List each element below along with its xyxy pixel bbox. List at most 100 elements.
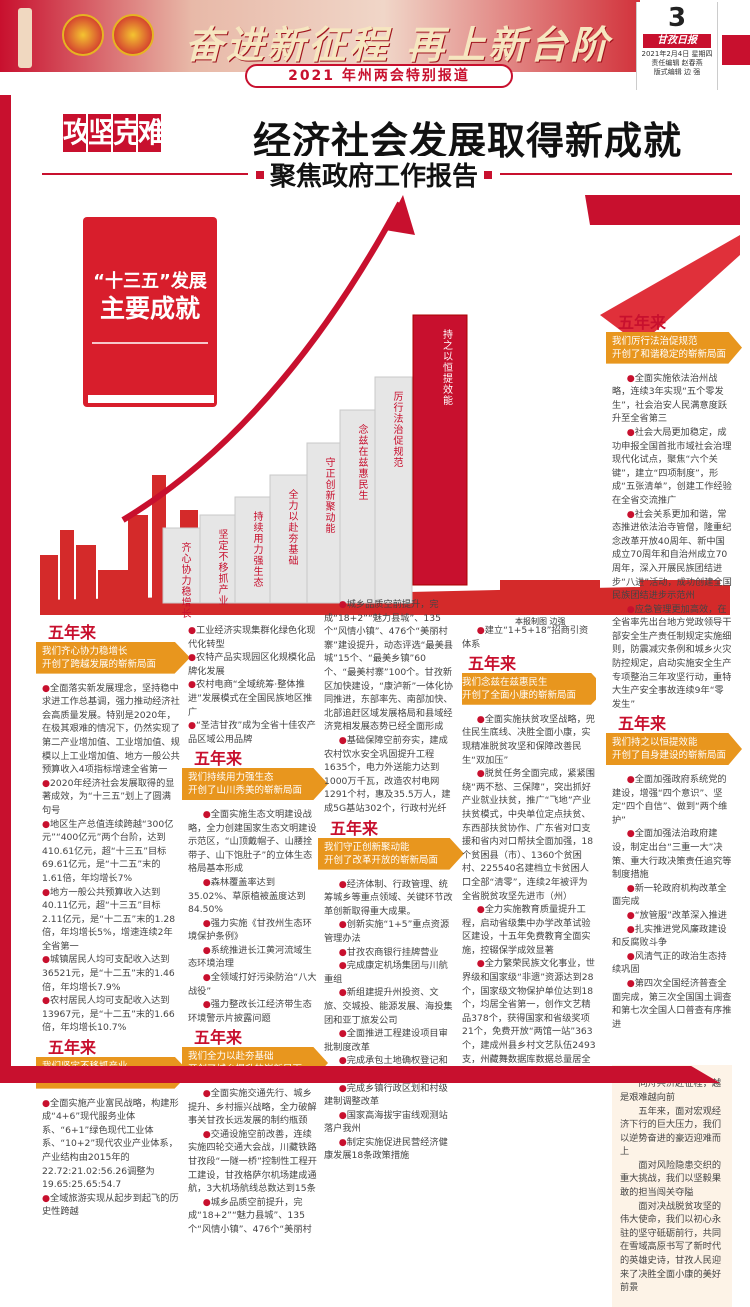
bullet-text: “圣洁甘孜”成为全省十佳农产品区域公用品牌 (188, 720, 316, 745)
bullet-dot-icon: ● (626, 426, 635, 438)
bullet-text: 全面加强法治政府建设，制定出台“三重一大”决策、重大行政决策责任追究等制度措施 (612, 828, 732, 881)
bullet-dot-icon: ● (476, 625, 485, 636)
bullet-item: ●地方一般公共预算收入达到40.11亿元，超“十三五”目标2.11亿元，是“十二… (42, 886, 180, 954)
book-title-line2: 主要成就 (100, 294, 200, 323)
bullet-text: 城镇居民人均可支配收入达到36521元，是“十二五”末的1.46倍，年均增长7.… (42, 954, 175, 993)
achievement-step-label: 全力以赴夯基础 (286, 488, 298, 566)
bullet-text: “放管服”改革深入推进 (634, 909, 727, 921)
bullet-dot-icon: ● (42, 995, 51, 1007)
bullet-text: 创新实施“1+5”重点资源管理办法 (324, 919, 450, 944)
bullet-dot-icon: ● (338, 1109, 347, 1121)
bullet-item: ●城乡品质空前提升，完成“18+2”“魅力县城”、135个“风情小镇”、476个… (188, 1196, 318, 1236)
bullet-text: 全领域打好污染防治“八大战役” (188, 972, 317, 997)
section-heading: 五年来 (48, 623, 97, 642)
bullet-item: ●社会关系更加和谐，常态推进依法治寺管僧，隆重纪念改革开放40周年、新中国成立7… (612, 508, 732, 603)
achievement-step-label: 坚定不移抓产业 (216, 529, 228, 606)
bullet-item: ●“圣洁甘孜”成为全省十佳农产品区域公用品牌 (188, 719, 318, 746)
bullet-text: 地方一般公共预算收入达到40.11亿元，超“十三五”目标2.11亿元，是“十二五… (42, 886, 176, 952)
bullet-dot-icon: ● (338, 1055, 347, 1067)
arrow-head-icon (385, 195, 415, 235)
kicker-char: 攻 (63, 114, 91, 152)
bullet-item: ●全域旅游实现从起步到起飞的历史性跨越 (42, 1192, 180, 1219)
bullet-text: 全力繁荣民族文化事业，世界级和国家级“非遗”资源达到28个，国家级文物保护单位达… (462, 958, 596, 1078)
achievement-step-label: 持之以恒提效能 (441, 328, 453, 406)
bullet-item: ●基础保障空前夯实，建成农村饮水安全巩固提升工程1635个，电力外送能力达到10… (324, 734, 454, 816)
bullet-text: 全面实施产业富民战略，构建形成“4+6”现代服务业体系、“6+1”绿色现代工业体… (42, 1097, 179, 1191)
bullet-item: ●全力繁荣民族文化事业，世界级和国家级“非遗”资源达到28个，国家级文物保护单位… (462, 957, 596, 1079)
bullet-text: 2020年经济社会发展取得的显著成效，为“十三五”划上了圆满句号 (42, 777, 175, 816)
bullet-dot-icon: ● (626, 909, 635, 921)
section-banner-line: 开创了改革开放的崭新局面 (324, 854, 439, 866)
bullet-dot-icon: ● (626, 977, 635, 989)
bullet-dot-icon: ● (202, 917, 211, 929)
bullet-dot-icon: ● (188, 720, 197, 732)
bullet-item: ●甘孜农商银行挂牌营业 (324, 946, 454, 960)
bullet-item: ●全面推进工程建设项目审批制度改革 (324, 1027, 454, 1054)
closing-box: 同舟共济赴征程，越是艰难越向前 五年来，面对宏观经济下行的巨大压力，我们以逆势奋进… (612, 1065, 732, 1307)
bullet-item: ●全面落实新发展理念，坚持稳中求进工作总基调，强力推动经济社会高质量发展。特别是… (42, 682, 180, 777)
achievements-graphic: “十三五”发展 主要成就 齐心协力稳增长 坚定不移抓产业 持续用力强生态 全力以赴夯基… (40, 195, 740, 619)
bullet-dot-icon: ● (338, 1136, 347, 1148)
cppcc-emblem-icon (112, 14, 154, 56)
bullet-dot-icon: ● (338, 1082, 347, 1094)
bullet-dot-icon: ● (626, 508, 635, 520)
bullet-item: ●城乡品质空前提升，完成“18+2”“魅力县城”、135个“风情小镇”、476个… (324, 598, 454, 734)
bullet-dot-icon: ● (338, 1028, 347, 1040)
section-heading: 五年来 (48, 1038, 97, 1058)
bullet-item: ●全面实施依法治州战略，连续3年实现“五个零发生”，社会治安人民满意度跃升至全省… (612, 372, 732, 426)
bullet-text: 脱贫任务全面完成，紧紧围绕“两不愁、三保障”，突出抓好产业就业扶贫，推广“飞地”… (462, 768, 595, 902)
bullet-text: 全面实施扶贫攻坚战略，兜住民生底线、决胜全面小康，实现精准脱贫攻坚和保障改善民生… (462, 713, 595, 766)
bullet-item: ●地区生产总值连续跨越“300亿元”“400亿元”两个台阶，达到410.61亿元… (42, 818, 180, 886)
section-heading: 五年来 (618, 714, 667, 734)
bottom-border (0, 1066, 720, 1083)
bullet-item: ●工业经济实现集群化绿色化现代化转型 (188, 624, 318, 651)
bullet-dot-icon: ● (626, 603, 635, 615)
bullet-dot-icon: ● (202, 1196, 211, 1208)
page-number: 3 (667, 3, 687, 33)
left-border (0, 95, 11, 1080)
bullet-dot-icon: ● (202, 876, 211, 888)
bullet-dot-icon: ● (202, 944, 211, 956)
achievement-step (412, 314, 468, 586)
section-heading: 五年来 (194, 1028, 243, 1048)
bullet-item: ●脱贫任务全面完成，紧紧围绕“两不愁、三保障”，突出抓好产业就业扶贫，推广“飞地… (462, 767, 596, 903)
section-banner: 我们持续用力强生态 开创了山川秀美的崭新局面 (182, 767, 328, 800)
bullet-text: 全面推进工程建设项目审批制度改革 (324, 1028, 448, 1053)
bullet-dot-icon: ● (42, 886, 51, 898)
section-banner-line: 开创了跨越发展的崭新局面 (42, 658, 157, 670)
bullet-item: ●国家高海拔宇宙线观测站落户我州 (324, 1109, 454, 1136)
bullet-dot-icon: ● (42, 777, 51, 789)
bullet-dot-icon: ● (626, 882, 635, 894)
bullet-text: 社会关系更加和谐，常态推进依法治寺管僧，隆重纪念改革开放40周年、新中国成立70… (612, 508, 732, 602)
bullet-text: 全力实施教育质量提升工程，启动省级集中办学改革试验区建设，十五年免费教育全面实施… (462, 904, 591, 956)
bullet-item: ●风清气正的政治生态持续巩固 (612, 950, 732, 977)
bullet-text: 完成康定机场集团与川航重组 (324, 960, 448, 985)
bullet-dot-icon: ● (338, 919, 347, 931)
editor: 责任编辑 赵春燕 (651, 59, 703, 67)
bullet-item: ●交通设施空前改善，连续实施四轮交通大会战，川藏铁路甘孜段“一隧一桥”控制性工程… (188, 1128, 318, 1196)
bullet-item: ●2020年经济社会发展取得的显著成效，为“十三五”划上了圆满句号 (42, 777, 180, 818)
section-banner-line: 开创了山川秀美的崭新局面 (188, 784, 303, 796)
bullet-dot-icon: ● (338, 946, 347, 958)
section-heading: 五年来 (330, 819, 379, 838)
bullet-dot-icon: ● (626, 828, 635, 840)
kicker-char: 难 (138, 114, 166, 152)
book-title-line1: “十三五”发展 (93, 270, 208, 292)
bullet-item: ●制定实施促进民营经济健康发展18条政策措施 (324, 1136, 454, 1163)
bullet-text: 风清气正的政治生态持续巩固 (612, 950, 727, 976)
bullet-dot-icon: ● (42, 1097, 51, 1109)
achievement-step (199, 514, 238, 604)
bullet-item: ●第四次全国经济普查全面完成，第三次全国国土调查和第七次全国人口普查有序推进 (612, 977, 732, 1031)
bullet-text: 应急管理更加高效，在全省率先出台地方党政领导干部安全生产责任制规定实施细则，防震… (612, 603, 732, 710)
bullet-item: ●系统推进长江黄河流域生态环境治理 (188, 944, 318, 971)
bullet-dot-icon: ● (626, 372, 635, 384)
bullet-item: ●强力整改长江经济带生态环境警示片披露问题 (188, 998, 318, 1025)
bullet-text: 城乡品质空前提升，完成“18+2”“魅力县城”、135个“风情小镇”、476个“… (324, 599, 453, 733)
bullet-text: 农特产品实现园区化规模化品牌化发展 (188, 652, 316, 677)
bullet-dot-icon: ● (476, 958, 485, 970)
page-info: 3 甘孜日报 2021年2月4日 星期四 责任编辑 赵春燕 版式编辑 边 强 (636, 2, 718, 90)
bullet-item: ●农村居民人均可支配收入达到13967元，是“十二五”末的1.66倍，年均增长1… (42, 994, 180, 1035)
bullet-item: ●全面加强法治政府建设，制定出台“三重一大”决策、重大行政决策责任追究等制度措施 (612, 827, 732, 881)
bullet-text: 强力实施《甘孜州生态环境保护条例》 (188, 917, 312, 943)
bullet-dot-icon: ● (188, 625, 197, 636)
